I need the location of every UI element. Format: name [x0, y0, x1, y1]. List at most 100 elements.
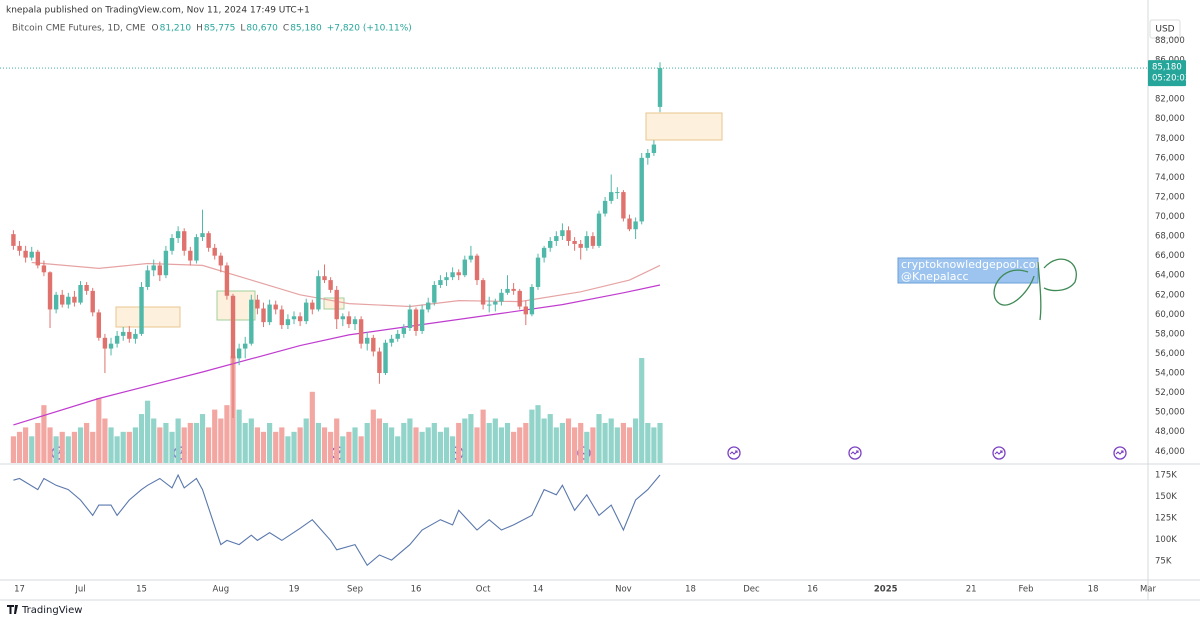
- volume-bar: [578, 422, 584, 463]
- y-tick-label: 76,000: [1155, 153, 1185, 163]
- candle-body: [182, 231, 187, 251]
- candle-body: [419, 309, 425, 331]
- candle-body: [456, 272, 461, 276]
- y-tick-label: 64,000: [1155, 271, 1185, 281]
- candle-body: [35, 251, 41, 266]
- volume-bar: [77, 427, 84, 463]
- volume-bar: [169, 431, 175, 463]
- volume-bar: [96, 398, 102, 463]
- candle-body: [615, 192, 620, 194]
- candle-body: [212, 247, 217, 256]
- volume-bar: [315, 422, 322, 463]
- candle-body: [450, 272, 455, 278]
- volume-bar: [10, 436, 17, 463]
- candle-body: [127, 331, 132, 339]
- volume-bar: [224, 405, 230, 463]
- candle-body: [29, 251, 34, 258]
- candle-body: [523, 306, 529, 315]
- last-price-label: 85,180: [1152, 63, 1182, 73]
- osc-tick-label: 150K: [1155, 492, 1177, 502]
- change: +7,820 (+10.11%): [327, 24, 412, 34]
- volume-bar: [273, 431, 279, 463]
- volume-bar: [254, 427, 261, 463]
- ohlc-value: 85,775: [204, 24, 236, 34]
- candle-body: [590, 236, 596, 246]
- candle-body: [578, 243, 583, 248]
- y-tick-label: 50,000: [1155, 408, 1185, 418]
- logo: [7, 605, 18, 614]
- candle-body: [41, 265, 47, 273]
- volume-bar: [602, 422, 608, 463]
- volume-bar: [242, 422, 248, 463]
- osc-tick-label: 125K: [1155, 514, 1177, 524]
- footer: TradingView: [21, 605, 82, 616]
- candle-body: [584, 236, 590, 248]
- currency-box[interactable]: [1149, 19, 1181, 39]
- candle-body: [96, 312, 102, 338]
- candle-body: [304, 302, 309, 322]
- candle-body: [175, 231, 181, 239]
- x-tick-label: 18: [685, 585, 696, 595]
- x-tick-label: Mar: [1140, 585, 1157, 595]
- volume-bar: [553, 427, 559, 463]
- candle-body: [224, 265, 230, 296]
- candle-body: [157, 265, 163, 276]
- ohlc-key: H: [196, 24, 203, 34]
- volume-bar: [498, 427, 505, 463]
- ohlc-key: O: [152, 24, 159, 34]
- candle-body: [297, 316, 303, 322]
- y-tick-label: 88,000: [1155, 36, 1185, 46]
- volume-bar: [193, 422, 200, 463]
- volume-bar: [382, 422, 389, 463]
- candle-body: [401, 328, 407, 334]
- volume-bar: [639, 357, 645, 463]
- candle-body: [273, 304, 278, 310]
- candle-body: [444, 277, 449, 281]
- candle-body: [267, 304, 272, 323]
- volume-bar: [71, 431, 78, 463]
- volume-bar: [340, 436, 346, 463]
- y-tick-label: 72,000: [1155, 192, 1185, 202]
- y-tick-label: 78,000: [1155, 134, 1185, 144]
- candle-body: [432, 285, 437, 303]
- x-tick-label: Oct: [476, 585, 491, 595]
- currency[interactable]: USD: [1155, 25, 1174, 35]
- candle-body: [291, 316, 297, 320]
- volume-bar: [651, 427, 657, 463]
- y-tick-label: 54,000: [1155, 369, 1185, 379]
- candle-body: [121, 331, 126, 336]
- annotation-box: [115, 306, 181, 328]
- x-tick-label: Feb: [1018, 585, 1033, 595]
- volume-bar: [614, 427, 620, 463]
- volume-bar: [443, 427, 450, 463]
- volume-bar: [370, 409, 376, 463]
- volume-bar: [23, 427, 29, 463]
- candle-body: [200, 233, 205, 238]
- volume-bar: [486, 422, 492, 463]
- volume-bar: [407, 418, 413, 463]
- candle-body: [651, 144, 657, 153]
- volume-bar: [309, 391, 315, 463]
- symbol: Bitcoin CME Futures, 1D, CME: [12, 24, 146, 34]
- volume-bar: [206, 427, 212, 463]
- x-tick-label: Jul: [74, 585, 85, 595]
- volume-bar: [29, 436, 35, 463]
- volume-bar: [462, 418, 468, 463]
- candle-body: [389, 338, 394, 343]
- candle-body: [78, 285, 83, 303]
- volume-bar: [53, 436, 59, 463]
- candle-body: [566, 230, 571, 241]
- volume-bar: [547, 414, 553, 463]
- volume-bar: [437, 431, 444, 463]
- candle-body: [438, 280, 443, 285]
- x-tick-label: Aug: [213, 585, 230, 595]
- volume-bar: [523, 422, 529, 463]
- candle-body: [334, 289, 339, 320]
- volume-bar: [395, 436, 401, 463]
- volume-bar: [157, 427, 163, 463]
- candle-body: [426, 302, 431, 310]
- volume-bar: [620, 422, 627, 463]
- candle-body: [279, 309, 285, 326]
- candle-body: [517, 290, 522, 307]
- volume-bar: [59, 431, 65, 463]
